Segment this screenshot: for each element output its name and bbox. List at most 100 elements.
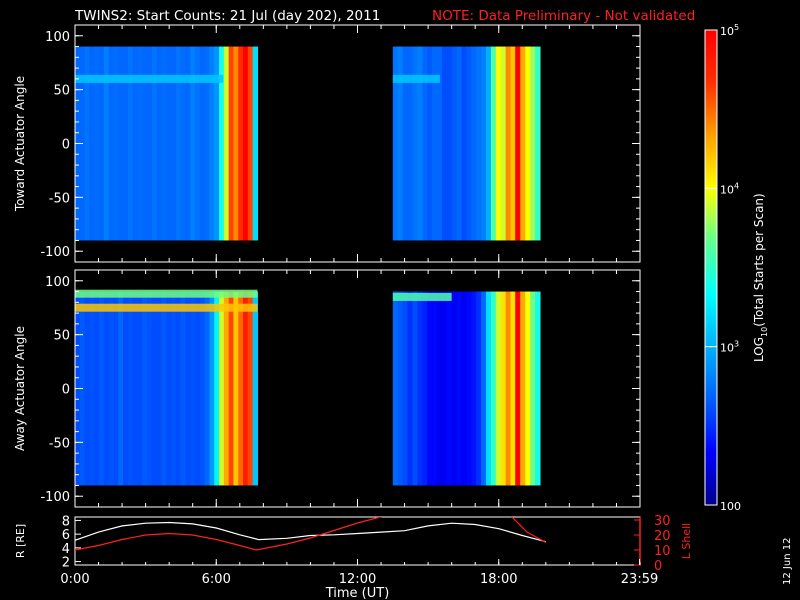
heatmap-column <box>535 291 541 486</box>
heatmap-column <box>190 46 196 241</box>
colorbar-tick-label: 100 <box>720 500 741 513</box>
heatmap-column <box>123 291 129 486</box>
heatmap-column <box>166 46 172 241</box>
colorbar-tick-label: 104 <box>720 181 739 196</box>
heatmap-column <box>209 46 215 241</box>
colorbar-tick-base: 10 <box>720 342 734 355</box>
heatmap-column <box>103 46 110 241</box>
heatmap-column <box>247 46 254 241</box>
colorbar-label: LOG10(Total Starts per Scan) <box>752 193 769 362</box>
heatmap-column <box>94 46 100 241</box>
heatmap-column <box>471 291 477 486</box>
heatmap-column <box>185 291 191 486</box>
heatmap-column <box>214 291 220 486</box>
heatmap-column <box>228 46 235 241</box>
heatmap-column <box>407 46 414 241</box>
colorbar-tick-base: 10 <box>720 183 734 196</box>
heatmap-column <box>252 46 259 241</box>
heatmap-column <box>151 46 158 241</box>
heatmap-column <box>137 291 143 486</box>
y-tick-label: 0 <box>62 383 70 398</box>
heatmap-column <box>147 291 153 486</box>
x-tick-label: 12:00 <box>339 572 376 587</box>
heatmap-column <box>432 291 438 486</box>
heatmap-streak <box>515 291 520 486</box>
heatmap-column <box>247 291 254 486</box>
right-y-tick-label: 0 <box>654 559 662 574</box>
heatmap-column <box>94 291 100 486</box>
heatmap-column <box>233 46 239 241</box>
y-tick-label: -100 <box>40 245 70 260</box>
toward-panel: 100 50 0 -50 -100 Toward Actuator Angle <box>13 24 641 263</box>
heatmap-column <box>84 46 90 241</box>
y-tick-label: 50 <box>53 84 70 99</box>
heatmap-streak <box>515 46 520 241</box>
heatmap-column <box>427 291 433 486</box>
y-tick-label: 0 <box>62 138 70 153</box>
colorbar-tick-exp: 4 <box>734 181 739 190</box>
heatmap-column <box>113 291 119 486</box>
heatmap-column <box>530 46 536 241</box>
heatmap-column <box>99 46 105 241</box>
heatmap-column <box>422 46 428 241</box>
heatmap-column <box>127 291 134 486</box>
heatmap-column <box>486 46 492 241</box>
heatmap-column <box>151 291 158 486</box>
heatmap-column <box>175 46 182 241</box>
date-stamp: 12 Jun 12 <box>782 538 793 585</box>
panel-frame <box>74 516 641 566</box>
heatmap-column <box>466 46 472 241</box>
left-y-tick-label: 6 <box>62 528 70 543</box>
heatmap-column <box>407 291 414 486</box>
heatmap-column <box>490 291 497 486</box>
right-axis-label: L Shell <box>680 523 693 559</box>
heatmap-column <box>436 291 443 486</box>
heatmap-column <box>510 291 517 486</box>
heatmap-column <box>214 46 220 241</box>
heatmap-column <box>451 291 458 486</box>
heatmap-column <box>238 291 244 486</box>
heatmap-column <box>530 291 536 486</box>
heatmap-column <box>500 46 507 241</box>
heatmap-column <box>481 291 487 486</box>
heatmap-column <box>481 46 487 241</box>
heatmap-column <box>233 291 239 486</box>
heatmap-column <box>510 46 517 241</box>
heatmap-column <box>219 46 225 241</box>
y-axis-label: Toward Actuator Angle <box>13 76 27 212</box>
heatmap-column <box>132 46 139 241</box>
heatmap-column <box>252 291 259 486</box>
left-axis-label: R [RE] <box>14 524 27 558</box>
heatmap-column <box>171 46 177 241</box>
heatmap-column <box>461 291 467 486</box>
heatmap-column <box>166 291 172 486</box>
heatmap-column <box>113 46 119 241</box>
heatmap-column <box>446 291 453 486</box>
left-y-tick-label: 2 <box>62 556 70 571</box>
heatmap-column <box>243 291 249 486</box>
heatmap-column <box>228 291 235 486</box>
heatmap-column <box>108 46 115 241</box>
x-tick-label: 18:00 <box>480 572 517 587</box>
heatmap-column <box>402 46 409 241</box>
heatmap-column <box>402 291 409 486</box>
x-tick-label: 23:59 <box>621 572 658 587</box>
heatmap-column <box>180 291 187 486</box>
heatmap-column <box>89 291 95 486</box>
heatmap-column <box>137 46 143 241</box>
heatmap-column <box>123 46 129 241</box>
heatmap-column <box>156 46 163 241</box>
heatmap-column <box>412 291 418 486</box>
heatmap-column <box>476 291 482 486</box>
heatmap-column <box>108 291 115 486</box>
heatmap-column <box>436 46 443 241</box>
heatmap-column <box>161 291 167 486</box>
y-tick-label: 50 <box>53 329 70 344</box>
heatmap-column <box>392 291 399 486</box>
y-axis-label: Away Actuator Angle <box>13 326 27 451</box>
heatmap-column <box>535 46 541 241</box>
colorbar-tick-exp: 5 <box>734 23 739 32</box>
lshell-series-line <box>75 517 383 551</box>
heatmap-column <box>397 291 404 486</box>
